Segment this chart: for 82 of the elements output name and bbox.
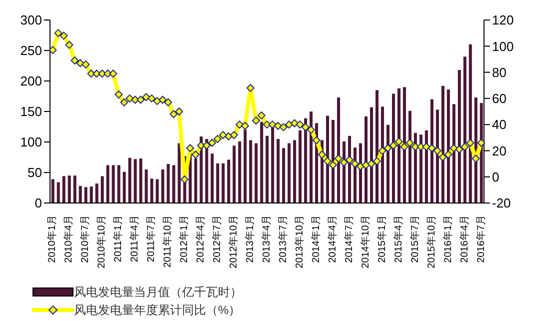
bar	[122, 172, 126, 203]
x-tick-label: 2015年10月	[425, 215, 438, 268]
x-tick-label: 2015年1月	[376, 215, 388, 263]
bar	[222, 163, 225, 203]
bar	[288, 143, 291, 203]
x-tick-label: 2011年1月	[112, 215, 124, 262]
bar	[156, 179, 159, 203]
bar	[216, 163, 220, 203]
bar	[139, 158, 142, 203]
x-tick-label: 2013年1月	[244, 215, 256, 263]
y2-tick-label: 80	[492, 64, 506, 80]
x-tick-label: 2012年7月	[211, 215, 224, 263]
y2-tick-label: 20	[492, 143, 506, 158]
bar	[128, 158, 132, 203]
bar	[100, 176, 104, 203]
x-tick-label: 2010年7月	[79, 215, 92, 263]
bar	[210, 154, 214, 203]
bar	[266, 136, 269, 203]
bar	[238, 141, 242, 203]
y-tick-label: 0	[34, 196, 42, 211]
y-tick-label: 300	[20, 12, 42, 28]
bar	[161, 169, 164, 203]
bar	[232, 146, 236, 203]
x-tick-label: 2013年10月	[293, 215, 306, 268]
y2-tick-label: 40	[492, 117, 506, 132]
x-tick-label: 2010年10月	[96, 215, 108, 268]
x-tick-label: 2016年7月	[474, 215, 487, 263]
x-tick-label: 2014年7月	[342, 215, 355, 263]
y-tick-label: 250	[20, 43, 42, 58]
y2-tick-label: 0	[492, 169, 500, 184]
bar	[51, 179, 54, 203]
bar	[144, 169, 148, 203]
x-tick-label: 2012年4月	[194, 215, 207, 263]
x-tick-label: 2011年7月	[145, 215, 158, 262]
x-tick-label: 2015年7月	[408, 215, 421, 263]
bar	[84, 187, 88, 203]
y2-tick-label: -20	[492, 196, 511, 211]
bar	[56, 182, 60, 203]
x-tick-label: 2014年1月	[310, 215, 322, 263]
y-tick-label: 150	[20, 104, 42, 120]
x-tick-label: 2011年10月	[162, 215, 174, 268]
x-tick-label: 2016年4月	[458, 215, 470, 263]
x-tick-label: 2012年1月	[178, 215, 190, 263]
bar	[254, 143, 258, 203]
bar	[112, 165, 115, 203]
bar	[106, 165, 110, 203]
bar	[117, 165, 120, 203]
x-tick-label: 2012年10月	[228, 215, 240, 268]
y2-tick-label: 120	[492, 12, 514, 28]
bar	[95, 183, 98, 203]
legend-label: 风电发电量年度累计同比（%）	[74, 302, 241, 318]
bar	[276, 138, 280, 203]
bar	[78, 186, 82, 203]
y-tick-label: 100	[20, 134, 42, 150]
bar	[68, 176, 71, 203]
x-tick-label: 2014年4月	[326, 215, 338, 263]
bar	[73, 176, 76, 203]
bar	[172, 165, 176, 203]
x-tick-label: 2014年10月	[359, 215, 372, 268]
x-tick-label: 2016年1月	[442, 215, 454, 263]
x-tick-label: 2010年4月	[62, 215, 75, 263]
bar	[166, 164, 170, 203]
bar	[150, 178, 154, 203]
y2-tick-label: 60	[492, 91, 506, 106]
bar	[260, 122, 264, 203]
bar	[293, 140, 296, 203]
bar	[134, 159, 137, 203]
x-tick-label: 2013年7月	[276, 215, 289, 263]
y-tick-label: 50	[28, 165, 42, 180]
bar	[62, 176, 66, 203]
x-tick-label: 2015年4月	[392, 215, 404, 263]
bar	[227, 160, 230, 203]
bar	[90, 186, 93, 203]
x-tick-label: 2013年4月	[260, 215, 272, 263]
bar	[249, 140, 252, 203]
x-tick-label: 2010年1月	[46, 215, 58, 263]
y-tick-label: 200	[20, 74, 42, 89]
y2-tick-label: 100	[492, 38, 514, 54]
legend-label: 风电发电量当月值（亿千瓦时）	[74, 284, 242, 300]
bar	[178, 143, 181, 203]
bar	[282, 148, 286, 203]
x-tick-label: 2011年4月	[128, 215, 141, 262]
